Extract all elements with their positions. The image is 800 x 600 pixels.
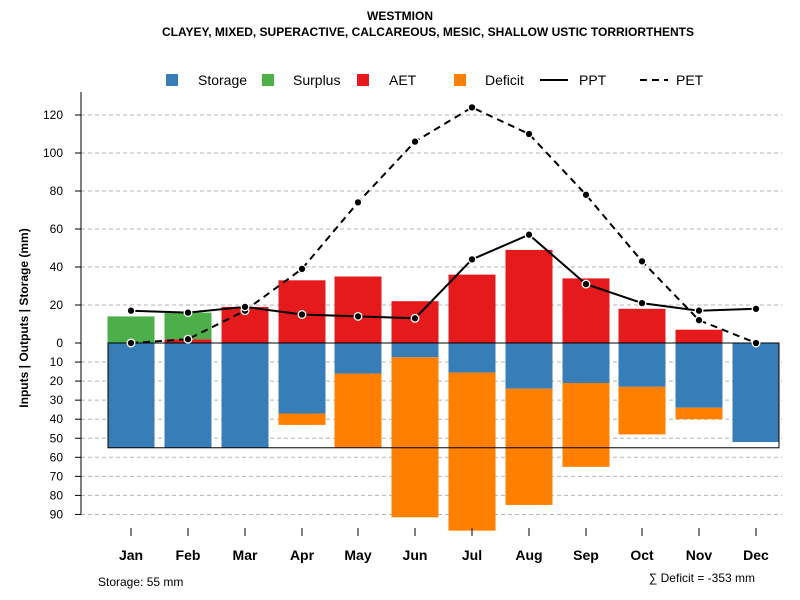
y-tick-label: 10: [50, 355, 64, 369]
x-tick-label: Feb: [176, 547, 201, 563]
x-tick-label: Apr: [290, 547, 315, 563]
legend-label: Storage: [198, 72, 247, 88]
y-tick-label: 20: [50, 298, 64, 312]
deficit-bar: [391, 357, 439, 518]
deficit-bar: [505, 388, 553, 505]
y-tick-label: 70: [50, 469, 64, 483]
pet-point: [751, 338, 761, 348]
pet-point: [581, 190, 591, 200]
ppt-point: [581, 279, 591, 289]
y-tick-label: 20: [50, 374, 64, 388]
legend-label: Deficit: [485, 72, 524, 88]
axes-group: 0 20 40 60 80 100 120 10 20 30 40 50 60 70 80 90 Jan Feb M…: [43, 92, 769, 563]
y-tick-label: 30: [50, 393, 64, 407]
ppt-point: [297, 310, 307, 319]
bars-group: [107, 249, 780, 531]
chart-title: WESTMION: [367, 9, 433, 23]
x-tick-label: May: [344, 547, 371, 563]
legend-label: AET: [389, 72, 417, 88]
deficit-bar: [448, 372, 496, 531]
aet-bar: [618, 308, 666, 343]
storage-bar: [618, 343, 666, 387]
lines-group: [126, 102, 761, 348]
storage-bar: [732, 343, 780, 443]
pet-point: [637, 256, 647, 266]
x-tick-label: Aug: [515, 547, 542, 563]
x-tick-label: Dec: [743, 547, 769, 563]
chart-subtitle: CLAYEY, MIXED, SUPERACTIVE, CALCAREOUS, …: [162, 25, 694, 39]
storage-bar: [278, 343, 326, 414]
ppt-point: [126, 306, 136, 316]
legend-label: Surplus: [293, 72, 340, 88]
ppt-point: [637, 298, 647, 308]
pet-point: [467, 102, 477, 112]
storage-bar: [505, 343, 553, 389]
storage-bar: [675, 343, 723, 408]
aet-bar: [448, 274, 496, 343]
x-tick-label: Nov: [686, 547, 713, 563]
ppt-point: [524, 230, 534, 240]
storage-bar: [448, 343, 496, 373]
deficit-bar: [278, 413, 326, 425]
y-axis-title: Inputs | Outputs | Storage (mm): [17, 228, 31, 407]
x-tick-label: Oct: [630, 547, 654, 563]
ppt-line: [130, 233, 757, 320]
aet-bar: [334, 276, 382, 343]
pet-point: [297, 264, 307, 274]
y-tick-label: 50: [50, 431, 64, 445]
pet-point: [694, 315, 704, 325]
deficit-bar: [675, 407, 723, 420]
ppt-point: [751, 304, 761, 314]
deficit-bar: [562, 383, 610, 467]
ppt-point: [183, 308, 193, 318]
ppt-point: [410, 313, 420, 323]
ppt-point: [467, 254, 477, 264]
y-tick-label: 40: [50, 412, 64, 426]
y-tick-label: 90: [50, 507, 64, 521]
y-tick-label: 80: [50, 488, 64, 502]
y-tick-label: 60: [50, 222, 64, 236]
pet-point: [126, 338, 136, 348]
aet-bar: [505, 249, 553, 343]
x-tick-label: Sep: [573, 547, 599, 563]
ppt-point: [240, 302, 250, 312]
storage-bar: [221, 343, 269, 448]
storage-bar: [562, 343, 610, 384]
pet-point: [524, 129, 534, 139]
storage-note: Storage: 55 mm: [98, 575, 183, 589]
legend-label: PPT: [579, 72, 607, 88]
pet-point: [410, 137, 420, 147]
y-tick-label: 120: [43, 108, 63, 122]
y-tick-label: 100: [43, 146, 63, 160]
storage-bar: [391, 343, 439, 358]
chart-legend: Storage Surplus AET Deficit PPT PET: [166, 72, 704, 88]
deficit-bar: [618, 386, 666, 435]
legend-label: PET: [676, 72, 704, 88]
x-tick-label: Jun: [403, 547, 428, 563]
y-tick-label: 40: [50, 260, 64, 274]
y-tick-label: 0: [56, 336, 63, 350]
x-tick-label: Jul: [462, 547, 482, 563]
aet-bar: [675, 329, 723, 343]
storage-bar: [107, 343, 155, 448]
storage-bar: [164, 343, 212, 448]
pet-line: [130, 106, 757, 344]
ppt-point: [353, 311, 363, 321]
deficit-bar: [334, 373, 382, 448]
y-tick-label: 80: [50, 184, 64, 198]
deficit-note: ∑ Deficit = -353 mm: [649, 571, 755, 585]
ppt-point: [694, 306, 704, 316]
pet-point: [183, 334, 193, 344]
x-tick-label: Mar: [233, 547, 258, 563]
y-tick-label: 60: [50, 450, 64, 464]
legend-swatch: [166, 74, 178, 86]
pet-point: [353, 197, 363, 207]
legend-swatch: [454, 74, 466, 86]
legend-swatch: [262, 74, 274, 86]
x-tick-label: Jan: [119, 547, 143, 563]
legend-swatch: [357, 74, 369, 86]
storage-bar: [334, 343, 382, 374]
storage-capacity-box: [107, 342, 780, 449]
